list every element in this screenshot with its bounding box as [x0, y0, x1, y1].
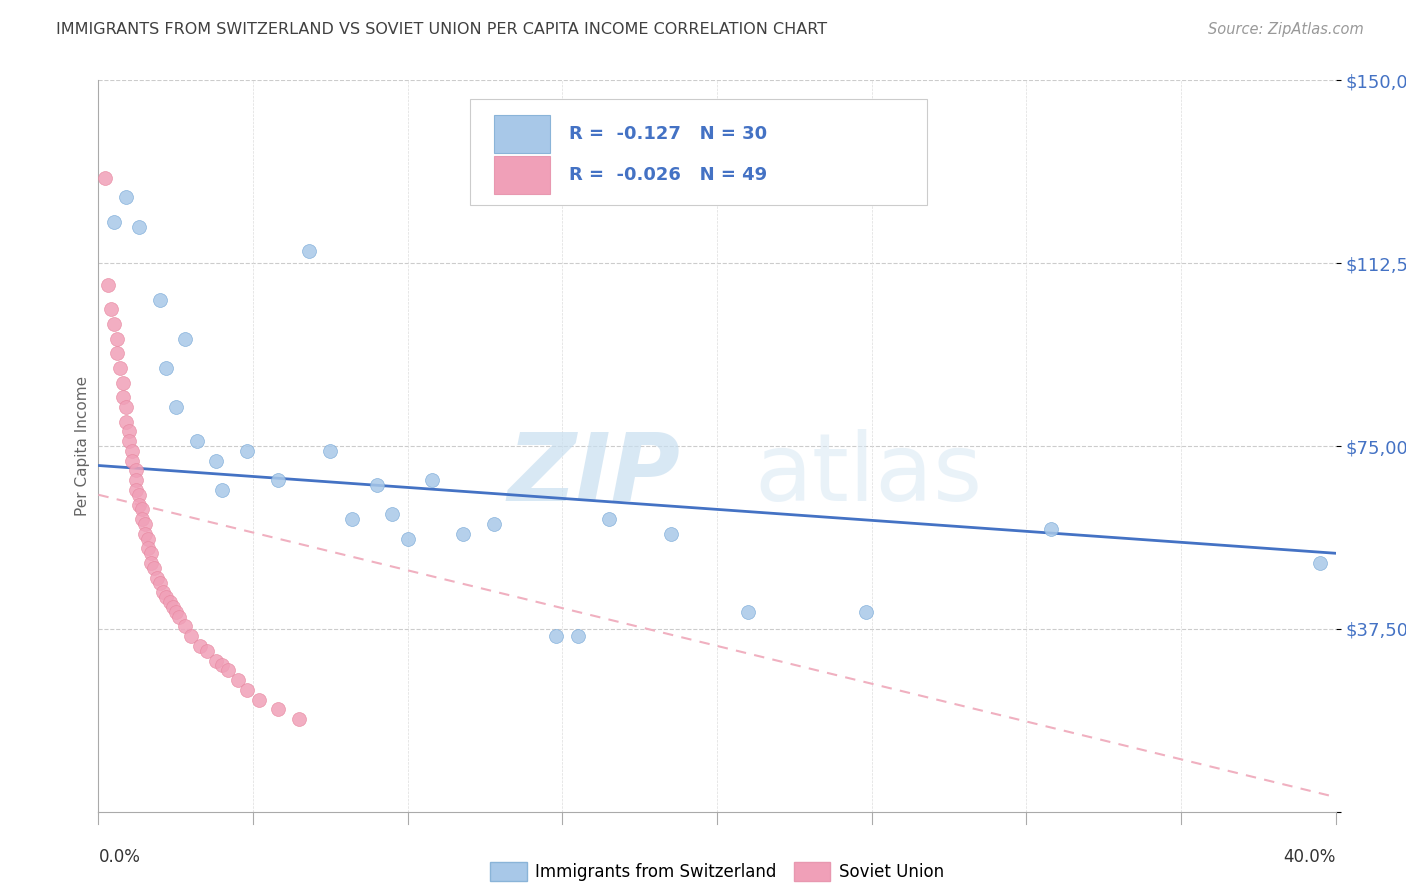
Point [422, 473, 444, 487]
Point [162, 599, 184, 614]
FancyBboxPatch shape [495, 155, 550, 194]
Point [97, 278, 120, 293]
Text: Source: ZipAtlas.com: Source: ZipAtlas.com [1208, 22, 1364, 37]
Point [131, 502, 153, 516]
Y-axis label: Per Capita Income: Per Capita Income [75, 376, 90, 516]
Point [134, 516, 156, 531]
Text: 0.0%: 0.0% [98, 848, 141, 866]
Point [1309, 556, 1331, 570]
Point [340, 512, 363, 526]
Point [124, 473, 146, 487]
Point [288, 712, 311, 726]
Point [396, 532, 419, 546]
Point [128, 488, 150, 502]
Point [453, 526, 475, 541]
Point [366, 478, 388, 492]
Text: 40.0%: 40.0% [1284, 848, 1336, 866]
Text: ZIP: ZIP [508, 429, 681, 521]
Point [105, 332, 128, 346]
Point [186, 434, 208, 449]
Point [112, 376, 135, 390]
Point [121, 453, 143, 467]
Point [139, 556, 162, 570]
Point [115, 415, 138, 429]
Point [136, 541, 159, 556]
Point [217, 663, 239, 677]
Point [484, 516, 506, 531]
Point [118, 425, 141, 439]
Point [105, 346, 128, 360]
Point [567, 629, 589, 643]
Point [128, 219, 150, 234]
Point [319, 443, 342, 458]
Point [267, 473, 290, 487]
Point [121, 443, 143, 458]
FancyBboxPatch shape [495, 115, 550, 153]
Point [236, 682, 259, 697]
Point [381, 508, 404, 522]
Point [236, 443, 259, 458]
Point [298, 244, 321, 258]
Point [247, 692, 270, 706]
Point [546, 629, 568, 643]
Point [128, 498, 150, 512]
Point [108, 361, 131, 376]
Point [155, 590, 177, 604]
Point [174, 332, 197, 346]
Text: R =  -0.026   N = 49: R = -0.026 N = 49 [568, 166, 766, 184]
Point [146, 571, 169, 585]
Point [211, 483, 233, 497]
Text: IMMIGRANTS FROM SWITZERLAND VS SOVIET UNION PER CAPITA INCOME CORRELATION CHART: IMMIGRANTS FROM SWITZERLAND VS SOVIET UN… [56, 22, 827, 37]
Point [118, 434, 141, 449]
Point [211, 658, 233, 673]
Point [598, 512, 620, 526]
FancyBboxPatch shape [470, 99, 928, 204]
Point [152, 585, 174, 599]
Point [149, 293, 172, 307]
Text: atlas: atlas [754, 429, 983, 521]
Point [180, 629, 202, 643]
Point [103, 317, 125, 331]
Text: R =  -0.127   N = 30: R = -0.127 N = 30 [568, 126, 766, 144]
Point [226, 673, 249, 687]
Point [1040, 522, 1063, 536]
Point [93, 170, 115, 185]
Point [165, 400, 187, 414]
Point [205, 453, 228, 467]
Point [143, 561, 166, 575]
Point [267, 702, 290, 716]
Point [112, 390, 135, 404]
Point [159, 595, 181, 609]
Point [136, 532, 159, 546]
Point [855, 605, 877, 619]
Point [165, 605, 187, 619]
Point [115, 400, 138, 414]
Point [139, 546, 162, 560]
Point [100, 302, 122, 317]
Point [737, 605, 759, 619]
Point [103, 215, 125, 229]
Point [190, 639, 212, 653]
Point [134, 526, 156, 541]
Point [195, 644, 218, 658]
Point [149, 575, 172, 590]
Point [124, 483, 146, 497]
Point [167, 609, 190, 624]
Point [131, 512, 153, 526]
Legend: Immigrants from Switzerland, Soviet Union: Immigrants from Switzerland, Soviet Unio… [484, 855, 950, 888]
Point [174, 619, 197, 633]
Point [155, 361, 177, 376]
Point [205, 654, 228, 668]
Point [659, 526, 682, 541]
Point [124, 463, 146, 477]
Point [115, 190, 138, 204]
